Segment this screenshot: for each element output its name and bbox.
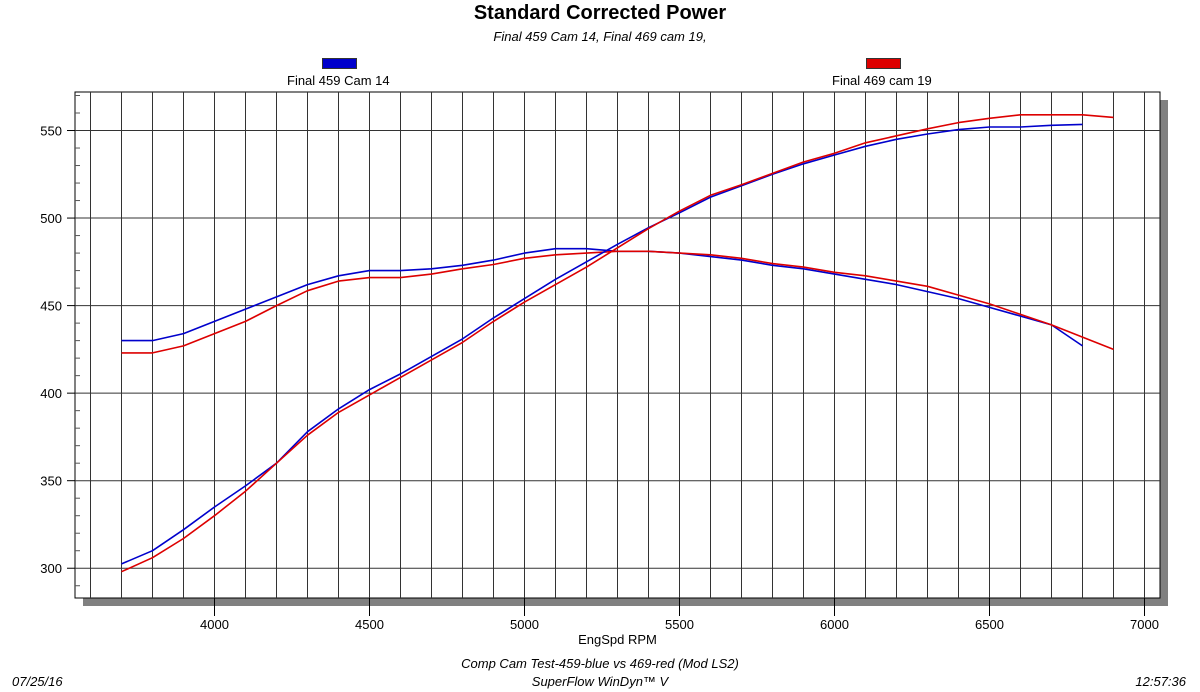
test-description: Comp Cam Test-459-blue vs 469-red (Mod L… bbox=[461, 656, 739, 671]
y-tick-label: 350 bbox=[40, 474, 62, 489]
y-tick-label: 500 bbox=[40, 211, 62, 226]
legend-swatch-blue bbox=[322, 58, 357, 69]
software-name: SuperFlow WinDyn™ V bbox=[531, 674, 669, 689]
y-tick-label: 300 bbox=[40, 561, 62, 576]
x-tick-label: 7000 bbox=[1130, 617, 1159, 632]
y-tick-label: 550 bbox=[40, 124, 62, 139]
x-tick-label: 4000 bbox=[200, 617, 229, 632]
y-tick-label: 400 bbox=[40, 386, 62, 401]
x-tick-label: 4500 bbox=[355, 617, 384, 632]
x-tick-label: 5000 bbox=[510, 617, 539, 632]
chart-subtitle: Final 459 Cam 14, Final 469 cam 19, bbox=[493, 29, 707, 44]
x-axis-label: EngSpd RPM bbox=[578, 632, 657, 647]
legend-label-red: Final 469 cam 19 bbox=[832, 73, 932, 88]
series-line-blue-0 bbox=[121, 247, 1083, 347]
test-time: 12:57:36 bbox=[1135, 674, 1186, 689]
x-tick-label: 6500 bbox=[975, 617, 1004, 632]
y-tick-label: 450 bbox=[40, 299, 62, 314]
legend-swatch-red bbox=[866, 58, 901, 69]
x-tick-label: 5500 bbox=[665, 617, 694, 632]
test-date: 07/25/16 bbox=[12, 674, 63, 689]
legend-label-blue: Final 459 Cam 14 bbox=[287, 73, 390, 88]
x-tick-label: 6000 bbox=[820, 617, 849, 632]
chart-title: Standard Corrected Power bbox=[473, 2, 727, 24]
